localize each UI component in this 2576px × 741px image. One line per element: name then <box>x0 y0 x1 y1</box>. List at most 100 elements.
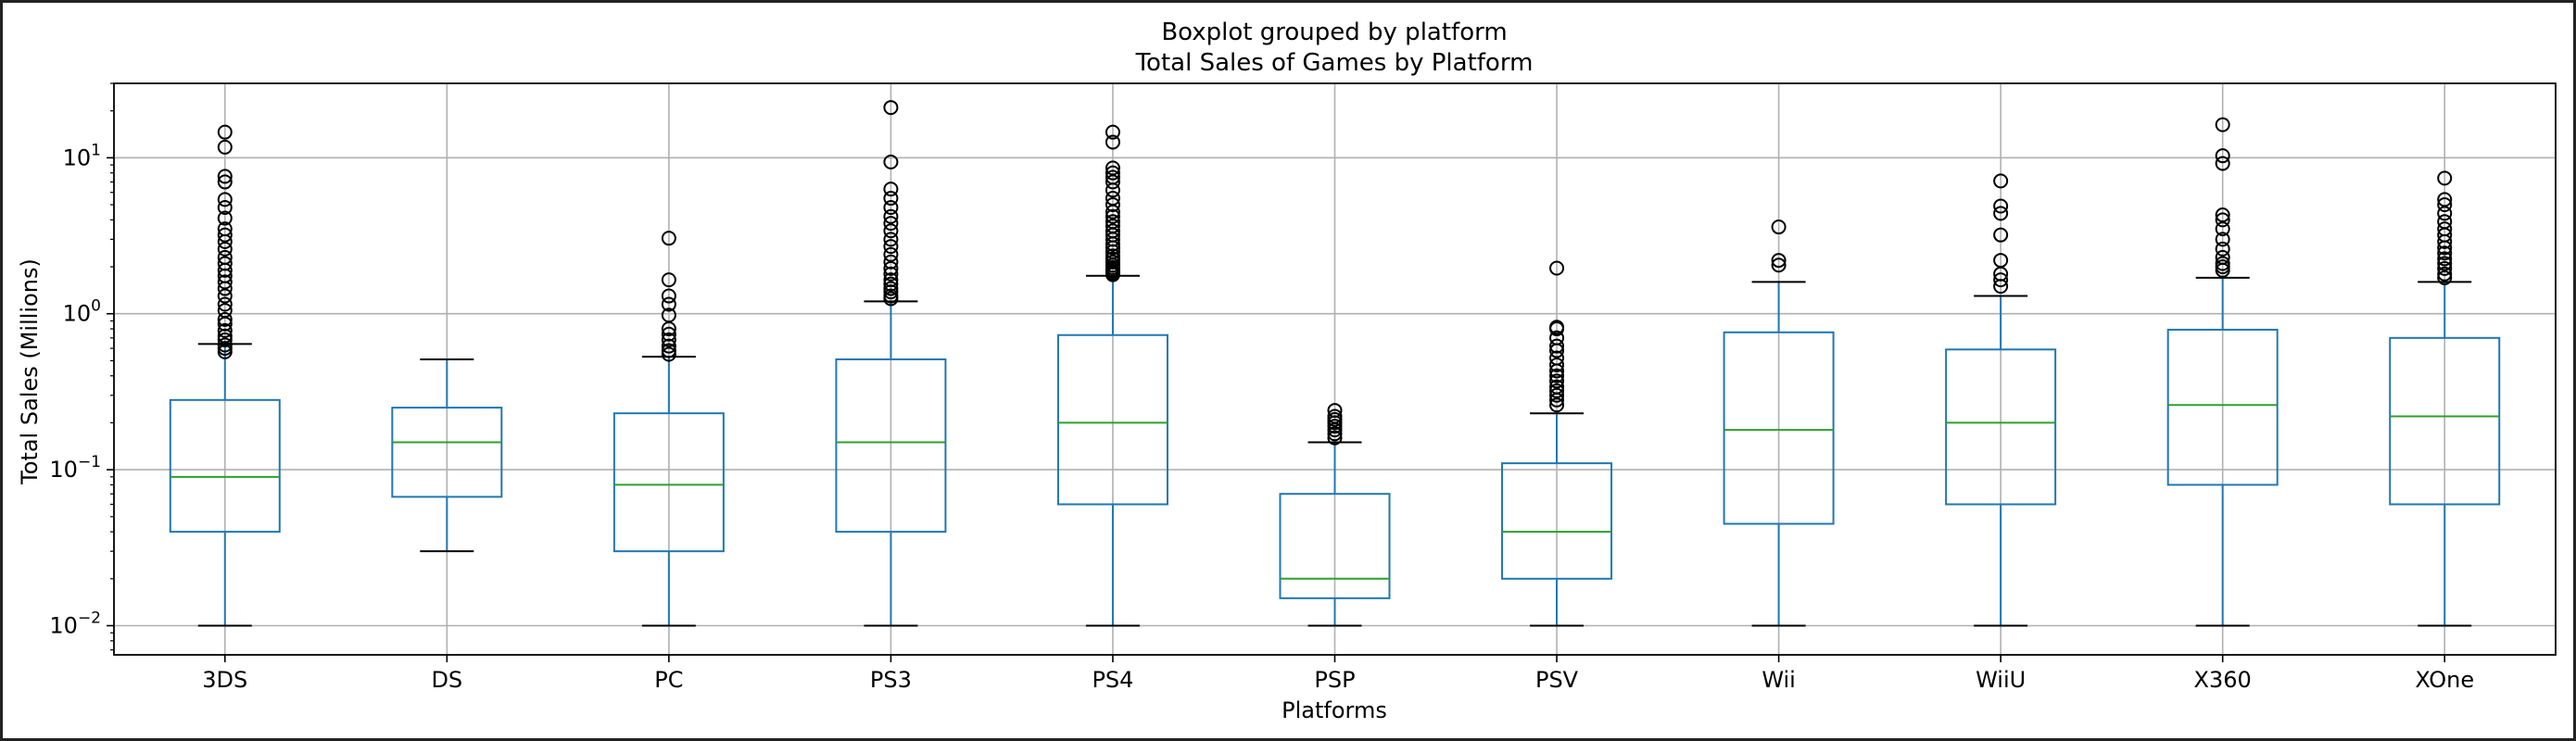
outlier-point <box>883 266 899 282</box>
x-tick-label: XOne <box>2415 667 2474 693</box>
outlier-point <box>1549 330 1565 345</box>
outlier-point <box>217 174 233 190</box>
outlier-point <box>217 210 233 226</box>
x-tick-label: 3DS <box>202 667 247 693</box>
outlier-point <box>2215 148 2230 164</box>
axis-layer: 10−2 10−1 100 101 3DS DS PC PS3 PS4 PSP PSV Wii WiiU… <box>49 82 2557 693</box>
x-tick-label: PC <box>654 667 683 693</box>
outlier-point <box>1105 223 1120 239</box>
outlier-point <box>217 192 233 207</box>
outlier-point <box>217 256 233 271</box>
x-tick-label: PSP <box>1314 667 1355 693</box>
outlier-point <box>217 303 233 319</box>
outlier-point <box>883 223 899 239</box>
outlier-point <box>1993 173 2009 189</box>
outlier-point <box>1549 373 1565 389</box>
iqr-box <box>1056 333 1168 506</box>
outlier-point <box>2215 212 2230 228</box>
outlier-point <box>1105 134 1120 150</box>
outlier-point <box>883 200 899 216</box>
outlier-point <box>217 200 233 216</box>
box-layer <box>169 100 2501 627</box>
grid-lines <box>114 83 2556 655</box>
outlier-point <box>883 288 899 304</box>
outlier-point <box>1993 198 2009 214</box>
outlier-point <box>661 326 676 342</box>
outlier-point <box>661 272 676 288</box>
outlier-point <box>1549 379 1565 395</box>
outlier-point <box>1549 320 1565 335</box>
outlier-point <box>1105 174 1120 190</box>
outlier-point <box>2437 170 2453 186</box>
outlier-point <box>217 322 233 338</box>
outlier-point <box>1549 357 1565 372</box>
outlier-point <box>1549 368 1565 383</box>
y-axis-label: Total Sales (Millions) <box>17 258 43 485</box>
outlier-point <box>883 191 899 207</box>
outlier-point <box>1327 408 1343 424</box>
outlier-point <box>1105 197 1120 213</box>
outlier-point <box>2215 207 2230 223</box>
box-group-psp <box>1279 403 1391 627</box>
x-tick-label: PSV <box>1535 667 1579 693</box>
outlier-point <box>2215 256 2230 271</box>
box-group-pc <box>612 231 725 627</box>
y-tick-label: 100 <box>63 297 101 327</box>
outlier-point <box>217 139 233 155</box>
y-tick-label: 10−2 <box>49 609 101 638</box>
outlier-point <box>217 249 233 265</box>
outlier-point <box>1105 160 1120 176</box>
outlier-point <box>2215 117 2230 132</box>
outlier-point <box>2215 241 2230 257</box>
outlier-point <box>883 182 899 197</box>
outlier-point <box>1549 387 1565 403</box>
outlier-point <box>2437 256 2453 271</box>
iqr-box <box>1723 331 1835 525</box>
outlier-point <box>1105 124 1120 140</box>
box-group-wii <box>1723 220 1835 627</box>
plot-frame <box>113 82 2557 656</box>
outlier-point <box>1993 253 2009 269</box>
outlier-point <box>217 311 233 327</box>
outlier-point <box>1105 191 1120 207</box>
outlier-point <box>883 216 899 232</box>
outlier-point <box>2215 156 2230 171</box>
outlier-point <box>217 227 233 243</box>
chart-suptitle: Boxplot grouped by platform <box>1161 19 1507 46</box>
iqr-box <box>391 407 503 498</box>
outlier-point <box>1993 206 2009 221</box>
outlier-point <box>1105 170 1120 185</box>
outlier-point <box>1327 426 1343 442</box>
outlier-point <box>883 100 899 116</box>
box-group-xone <box>2389 170 2501 627</box>
outlier-point <box>661 288 676 304</box>
outlier-point <box>2437 245 2453 261</box>
outlier-point <box>661 343 676 358</box>
x-tick-label: X360 <box>2194 667 2252 693</box>
box-group-ds <box>391 358 503 553</box>
outlier-point <box>1771 220 1787 235</box>
outlier-point <box>2437 221 2453 237</box>
outlier-point <box>883 208 899 224</box>
outlier-point <box>217 328 233 344</box>
outlier-point <box>883 154 899 170</box>
y-tick-label: 10−1 <box>49 453 101 483</box>
outlier-point <box>883 272 899 288</box>
outlier-point <box>1549 260 1565 276</box>
outlier-point <box>217 288 233 304</box>
outlier-point <box>1549 338 1565 354</box>
outlier-point <box>1993 227 2009 243</box>
outlier-point <box>2437 260 2453 276</box>
outlier-point <box>1327 430 1343 446</box>
x-tick-label: DS <box>431 667 462 693</box>
outlier-point <box>661 338 676 354</box>
outlier-point <box>1771 253 1787 269</box>
outlier-point <box>2437 266 2453 282</box>
outlier-point <box>2437 214 2453 230</box>
iqr-box <box>612 412 725 553</box>
outlier-point <box>883 260 899 276</box>
outlier-point <box>661 308 676 323</box>
iqr-box <box>169 398 281 534</box>
outlier-point <box>1549 350 1565 366</box>
x-tick-label: PS4 <box>1092 667 1133 693</box>
